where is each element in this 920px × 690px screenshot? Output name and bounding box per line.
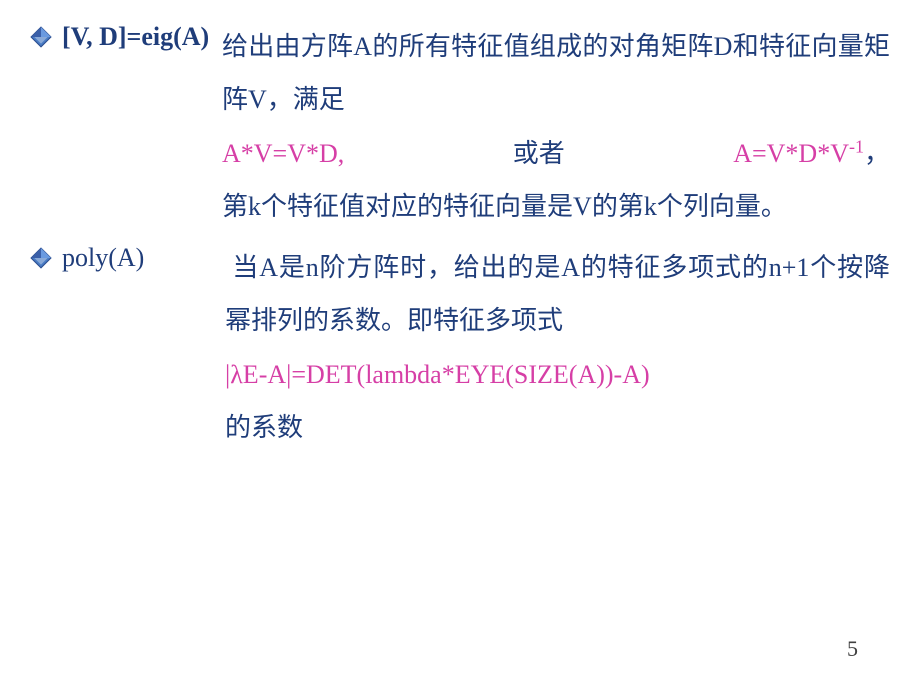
text: k <box>248 192 261 221</box>
text: A <box>259 253 278 282</box>
text: 个列向量。 <box>657 192 787 221</box>
text: k <box>644 192 657 221</box>
text: V <box>248 85 267 114</box>
text: 的系数 <box>225 413 303 442</box>
diamond-bullet-icon <box>30 26 52 48</box>
list-item: [V, D]=eig(A) 给出由方阵A的所有特征值组成的对角矩阵D和特征向量矩… <box>30 20 890 233</box>
text: A <box>561 253 580 282</box>
text: 个特征值对应的特征向量是 <box>261 192 573 221</box>
term-label: [V, D]=eig(A) <box>62 20 222 52</box>
text: n+1 <box>769 253 810 282</box>
equation: A=V*D*V-1， <box>733 127 890 180</box>
equation: A*V=V*D, <box>222 127 344 180</box>
text: D <box>714 32 733 61</box>
text: A <box>353 32 372 61</box>
equation: |λE-A|=DET(lambda*EYE(SIZE(A))-A) <box>225 360 650 389</box>
diamond-bullet-icon <box>30 247 52 269</box>
slide-content: [V, D]=eig(A) 给出由方阵A的所有特征值组成的对角矩阵D和特征向量矩… <box>0 0 920 482</box>
text: n <box>306 253 319 282</box>
description: 给出由方阵A的所有特征值组成的对角矩阵D和特征向量矩阵V，满足 A*V=V*D,… <box>222 20 890 233</box>
text: 或者 <box>513 127 565 180</box>
text: 是 <box>278 253 306 282</box>
text: 的第 <box>592 192 644 221</box>
text: V <box>573 192 592 221</box>
text: ，满足 <box>267 85 345 114</box>
term-label: poly(A) <box>62 241 225 273</box>
page-number: 5 <box>847 636 858 662</box>
equation-line: A*V=V*D, 或者 A=V*D*V-1， <box>222 127 890 180</box>
text: 的所有特征值组成的对角矩阵 <box>372 32 714 61</box>
equation-line: |λE-A|=DET(lambda*EYE(SIZE(A))-A) <box>225 348 890 401</box>
text: 的特征多项式的 <box>580 253 769 282</box>
text: 阶方阵时，给出的是 <box>319 253 561 282</box>
text: 当 <box>232 253 259 282</box>
text: 给出由方阵 <box>222 32 353 61</box>
text: 第 <box>222 192 248 221</box>
description: 当A是n阶方阵时，给出的是A的特征多项式的n+1个按降幂排列的系数。即特征多项式… <box>225 241 890 454</box>
list-item: poly(A) 当A是n阶方阵时，给出的是A的特征多项式的n+1个按降幂排列的系… <box>30 241 890 454</box>
